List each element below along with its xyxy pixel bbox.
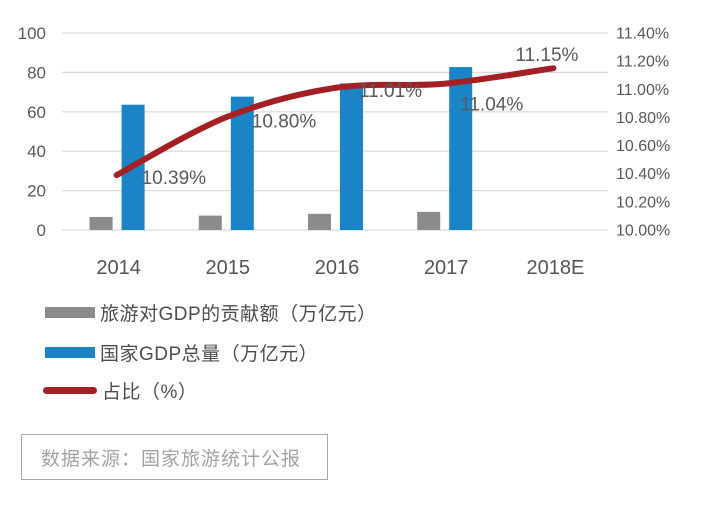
ratio-line (113, 65, 557, 179)
x-axis-label: 2015 (206, 257, 251, 279)
legend-item-tourism-contribution: 旅游对GDP的贡献额（万亿元） (43, 300, 377, 325)
right-axis-tick-label: 10.40% (616, 166, 670, 183)
bar-tourism-contribution (308, 213, 331, 230)
ratio-point-label: 10.39% (142, 168, 207, 189)
right-axis-tick-label: 10.80% (616, 110, 670, 127)
left-axis-tick-label: 20 (27, 182, 46, 201)
left-axis-tick-label: 80 (27, 63, 46, 82)
legend-item-gdp-total: 国家GDP总量（万亿元） (43, 340, 319, 365)
bar-tourism-contribution (89, 216, 113, 230)
left-axis-tick-label: 40 (27, 142, 46, 161)
ratio-point-label: 10.80% (252, 111, 317, 132)
data-source-box: 数据来源：国家旅游统计公报 (21, 434, 328, 480)
right-axis-tick-label: 11.40% (616, 26, 669, 43)
right-axis-tick-label: 10.60% (616, 138, 670, 155)
ratio-line-swatch-icon (43, 386, 97, 394)
right-axis-tick-label: 11.20% (616, 54, 669, 71)
right-axis-tick-label: 10.20% (616, 194, 670, 211)
bar-gdp-total (449, 67, 473, 231)
combo-chart-plot: 0 20 40 60 80 100 10.00% 10.20% 10.40% 10.60% 10.8… (18, 24, 671, 279)
right-axis-tick-label: 11.00% (616, 82, 669, 99)
legend-item-ratio: 占比（%） (43, 378, 198, 403)
left-axis-tick-label: 100 (18, 24, 46, 43)
tourism-bar-swatch-icon (45, 306, 95, 318)
ratio-point-label: 11.01% (359, 81, 422, 102)
left-axis-tick-label: 0 (37, 221, 46, 240)
x-axis-label: 2014 (96, 257, 141, 279)
bar-tourism-contribution (417, 211, 441, 230)
legend-label-gdp-total: 国家GDP总量（万亿元） (100, 343, 319, 365)
x-axis-label: 2018E (526, 257, 584, 279)
data-source-text: 数据来源：国家旅游统计公报 (41, 448, 302, 470)
combo-chart-svg: 0 20 40 60 80 100 10.00% 10.20% 10.40% 10.60% 10.8… (18, 24, 671, 279)
right-axis-tick-label: 10.00% (616, 223, 670, 240)
legend-label-tourism-contribution: 旅游对GDP的贡献额（万亿元） (100, 303, 377, 325)
gdp-bar-swatch-icon (45, 346, 95, 358)
legend-label-ratio: 占比（%） (102, 381, 198, 403)
bar-gdp-total (230, 96, 254, 230)
ratio-point-label: 11.04% (460, 95, 523, 116)
bar-tourism-contribution (198, 215, 222, 230)
x-axis-label: 2017 (424, 257, 469, 279)
bar-gdp-total (340, 83, 363, 230)
left-axis-tick-label: 60 (27, 103, 46, 122)
x-axis-label: 2016 (315, 257, 360, 279)
ratio-point-label: 11.15% (515, 45, 578, 66)
